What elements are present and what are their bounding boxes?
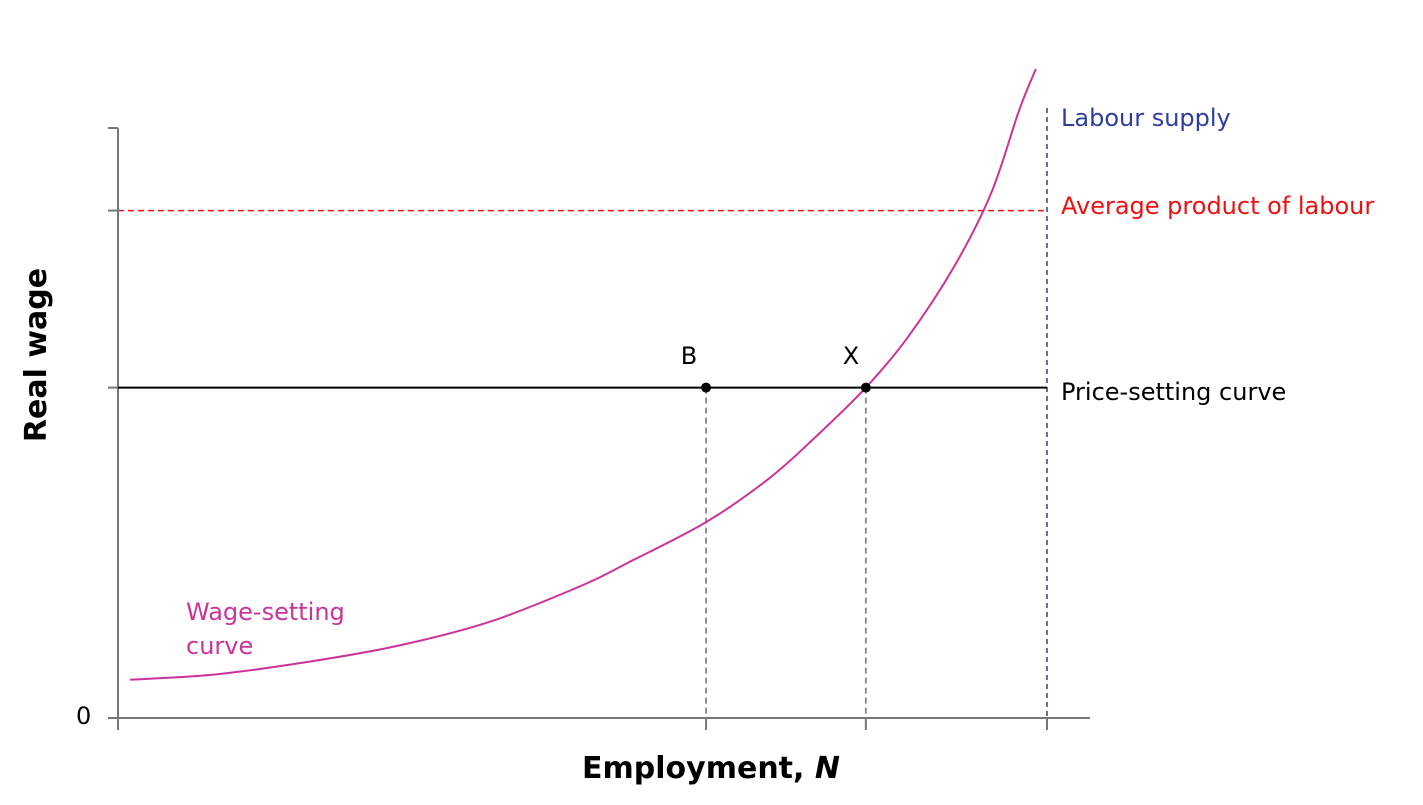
point-b — [701, 382, 712, 393]
price-setting-label: Price-setting curve — [1061, 378, 1286, 406]
wage-setting-label-line1: Wage-setting — [186, 598, 345, 626]
point-x — [860, 382, 871, 393]
labour-supply-label: Labour supply — [1061, 104, 1231, 132]
wage-setting-curve — [130, 68, 1037, 681]
point-label-x: X — [843, 342, 859, 370]
axes — [108, 127, 1090, 730]
origin-label: 0 — [76, 702, 91, 730]
guides — [118, 108, 1048, 718]
wage-setting-label-line2: curve — [186, 632, 253, 660]
marks — [701, 382, 871, 393]
x-axis-title: Employment, N — [582, 751, 840, 786]
curves — [118, 68, 1047, 681]
y-axis-title: Real wage — [19, 268, 54, 442]
point-label-b: B — [681, 342, 697, 370]
average-product-label: Average product of labour — [1061, 192, 1374, 220]
